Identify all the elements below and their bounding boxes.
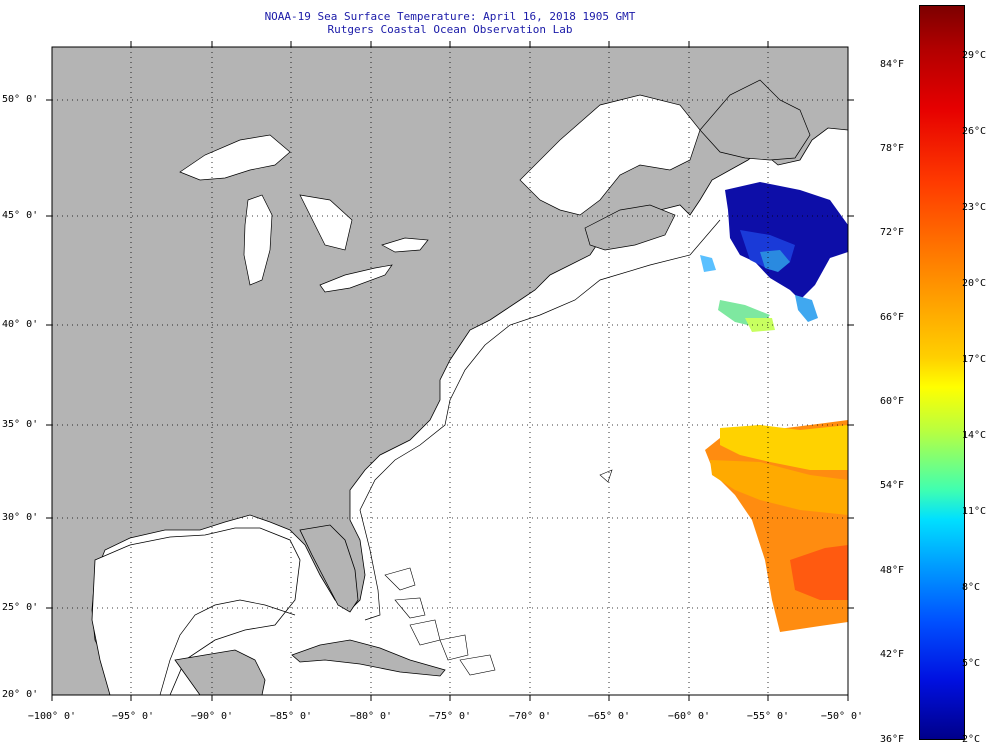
lake-michigan [243,194,273,286]
colorbar-celsius-label: 20°C [962,278,987,289]
lake-erie [319,264,393,293]
colorbar-fahrenheit-label: 60°F [880,396,905,407]
colorbar-celsius-label: 5°C [962,658,981,669]
colorbar-fahrenheit-label: 42°F [880,649,905,660]
lon-label: −65° 0' [587,711,631,722]
sst-cold-region [725,182,848,300]
lon-label: −50° 0' [820,711,864,722]
colorbar-fahrenheit-label: 54°F [880,480,905,491]
colorbar-celsius-label: 17°C [962,354,987,365]
sst-orange-band [710,460,848,515]
lat-label: 45° 0' [2,210,39,221]
lon-label: −60° 0' [667,711,711,722]
temperature-colorbar [919,5,965,740]
lake-ontario [381,237,429,253]
lat-label: 30° 0' [2,512,39,523]
lat-label: 35° 0' [2,419,39,430]
gulf-shelf-contour [159,599,296,695]
lon-label: −95° 0' [111,711,155,722]
tick-marks [46,41,854,701]
map-title: NOAA-19 Sea Surface Temperature: April 1… [264,10,636,23]
lon-label: −90° 0' [190,711,234,722]
yucatan [174,649,266,695]
lon-label: −55° 0' [746,711,790,722]
graticule [52,47,848,695]
colorbar-celsius-label: 26°C [962,126,987,137]
shelf-contour [359,219,721,621]
sst-cool-patch [760,250,790,272]
lon-label: −85° 0' [269,711,313,722]
gulf-of-mexico [91,527,301,695]
sst-red-core [790,545,848,600]
colorbar-celsius-label: 14°C [962,430,987,441]
lat-label: 50° 0' [2,94,39,105]
lon-label: −75° 0' [428,711,472,722]
colorbar-celsius-label: 23°C [962,202,987,213]
cuba [291,639,446,677]
lat-label: 20° 0' [2,689,39,700]
gulf-of-st-lawrence [519,94,701,216]
lon-label: −100° 0' [27,711,77,722]
florida [299,524,359,613]
lon-label: −80° 0' [349,711,393,722]
lat-label: 25° 0' [2,602,39,613]
lat-label: 40° 0' [2,319,39,330]
colorbar-celsius-label: 2°C [962,734,981,745]
colorbar-celsius-label: 29°C [962,50,987,61]
colorbar-fahrenheit-label: 72°F [880,227,905,238]
bahamas [384,469,613,676]
colorbar-fahrenheit-label: 36°F [880,734,905,745]
colorbar-fahrenheit-label: 48°F [880,565,905,576]
lon-label: −70° 0' [508,711,552,722]
sst-fragment-4 [700,255,716,272]
sst-fragment-2 [745,318,775,332]
lake-superior [179,134,291,181]
lake-huron [299,194,353,251]
colorbar-fahrenheit-label: 66°F [880,312,905,323]
sst-fragment-3 [795,295,818,322]
map-subtitle: Rutgers Coastal Ocean Observation Lab [327,23,573,36]
colorbar-celsius-label: 8°C [962,582,981,593]
sst-yellow-band [720,425,848,470]
colorbar-fahrenheit-label: 78°F [880,143,905,154]
colorbar-celsius-label: 11°C [962,506,987,517]
colorbar-fahrenheit-label: 84°F [880,59,905,70]
